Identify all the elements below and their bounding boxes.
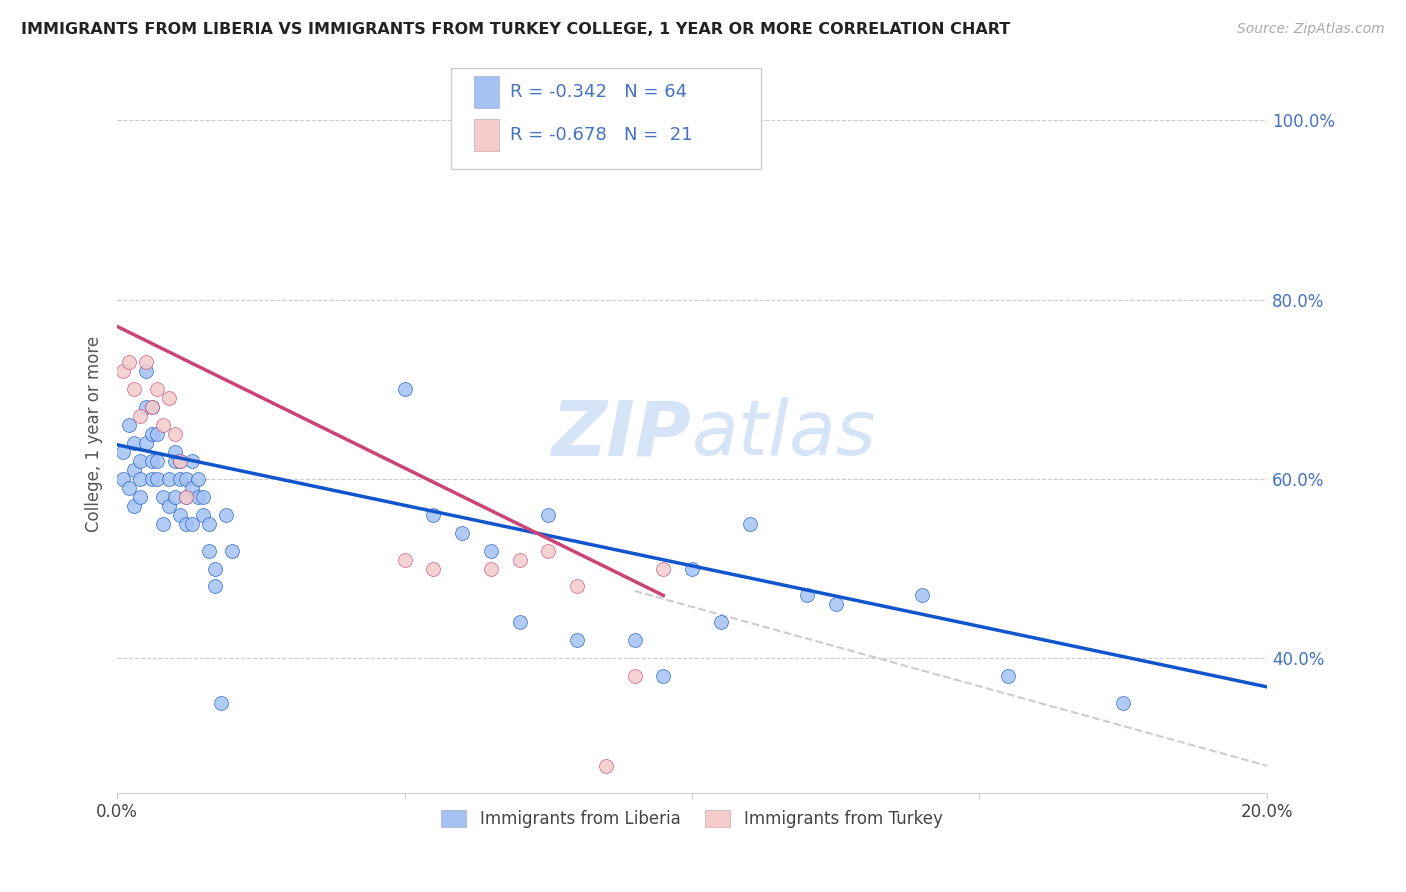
Point	[479, 561, 502, 575]
Point	[181, 516, 204, 531]
Point	[394, 382, 416, 396]
Point	[565, 579, 588, 593]
Point	[111, 364, 134, 378]
Point	[394, 552, 416, 566]
Point	[135, 436, 157, 450]
Point	[174, 490, 197, 504]
Point	[204, 579, 226, 593]
Point	[174, 516, 197, 531]
Point	[118, 481, 141, 495]
Point	[537, 508, 560, 522]
Point	[124, 382, 146, 396]
Point	[111, 472, 134, 486]
Point	[652, 669, 675, 683]
Point	[129, 472, 152, 486]
Point	[174, 490, 197, 504]
Point	[124, 463, 146, 477]
Point	[509, 552, 531, 566]
Point	[623, 633, 645, 648]
Y-axis label: College, 1 year or more: College, 1 year or more	[86, 336, 103, 533]
Point	[169, 454, 191, 468]
Point	[124, 436, 146, 450]
FancyBboxPatch shape	[474, 119, 499, 151]
Text: IMMIGRANTS FROM LIBERIA VS IMMIGRANTS FROM TURKEY COLLEGE, 1 YEAR OR MORE CORREL: IMMIGRANTS FROM LIBERIA VS IMMIGRANTS FR…	[21, 22, 1011, 37]
Point	[163, 454, 186, 468]
Point	[118, 418, 141, 433]
Point	[135, 355, 157, 369]
Point	[565, 633, 588, 648]
Point	[738, 516, 761, 531]
Point	[204, 561, 226, 575]
Point	[163, 490, 186, 504]
Point	[1112, 696, 1135, 710]
Point	[141, 472, 163, 486]
Point	[451, 525, 474, 540]
Point	[124, 499, 146, 513]
Point	[221, 543, 243, 558]
Point	[141, 454, 163, 468]
Point	[169, 472, 191, 486]
Point	[623, 669, 645, 683]
Point	[135, 400, 157, 414]
Point	[509, 615, 531, 630]
Point	[652, 561, 675, 575]
Point	[595, 758, 617, 772]
Point	[129, 409, 152, 423]
Point	[193, 508, 215, 522]
Point	[157, 391, 180, 405]
Point	[215, 508, 238, 522]
Point	[163, 427, 186, 442]
Point	[141, 427, 163, 442]
Point	[174, 472, 197, 486]
Text: atlas: atlas	[692, 397, 876, 471]
Text: R = -0.678   N =  21: R = -0.678 N = 21	[510, 126, 693, 144]
Point	[157, 499, 180, 513]
Point	[146, 472, 169, 486]
Point	[163, 445, 186, 459]
FancyBboxPatch shape	[450, 68, 761, 169]
Point	[141, 400, 163, 414]
FancyBboxPatch shape	[474, 76, 499, 108]
Point	[796, 588, 818, 602]
Point	[129, 454, 152, 468]
Legend: Immigrants from Liberia, Immigrants from Turkey: Immigrants from Liberia, Immigrants from…	[434, 803, 949, 835]
Point	[141, 400, 163, 414]
Text: R = -0.342   N = 64: R = -0.342 N = 64	[510, 83, 688, 101]
Point	[146, 382, 169, 396]
Point	[479, 543, 502, 558]
Point	[824, 598, 846, 612]
Point	[193, 490, 215, 504]
Point	[169, 508, 191, 522]
Point	[422, 561, 444, 575]
Point	[152, 490, 174, 504]
Point	[537, 543, 560, 558]
Point	[681, 561, 703, 575]
Point	[997, 669, 1019, 683]
Point	[157, 472, 180, 486]
Point	[710, 615, 733, 630]
Point	[111, 445, 134, 459]
Point	[129, 490, 152, 504]
Point	[152, 516, 174, 531]
Point	[209, 696, 232, 710]
Point	[198, 543, 221, 558]
Text: ZIP: ZIP	[553, 397, 692, 471]
Point	[152, 418, 174, 433]
Point	[198, 516, 221, 531]
Point	[135, 364, 157, 378]
Point	[146, 454, 169, 468]
Point	[146, 427, 169, 442]
Point	[911, 588, 934, 602]
Point	[169, 454, 191, 468]
Point	[181, 481, 204, 495]
Point	[181, 454, 204, 468]
Text: Source: ZipAtlas.com: Source: ZipAtlas.com	[1237, 22, 1385, 37]
Point	[187, 490, 209, 504]
Point	[118, 355, 141, 369]
Point	[422, 508, 444, 522]
Point	[187, 472, 209, 486]
